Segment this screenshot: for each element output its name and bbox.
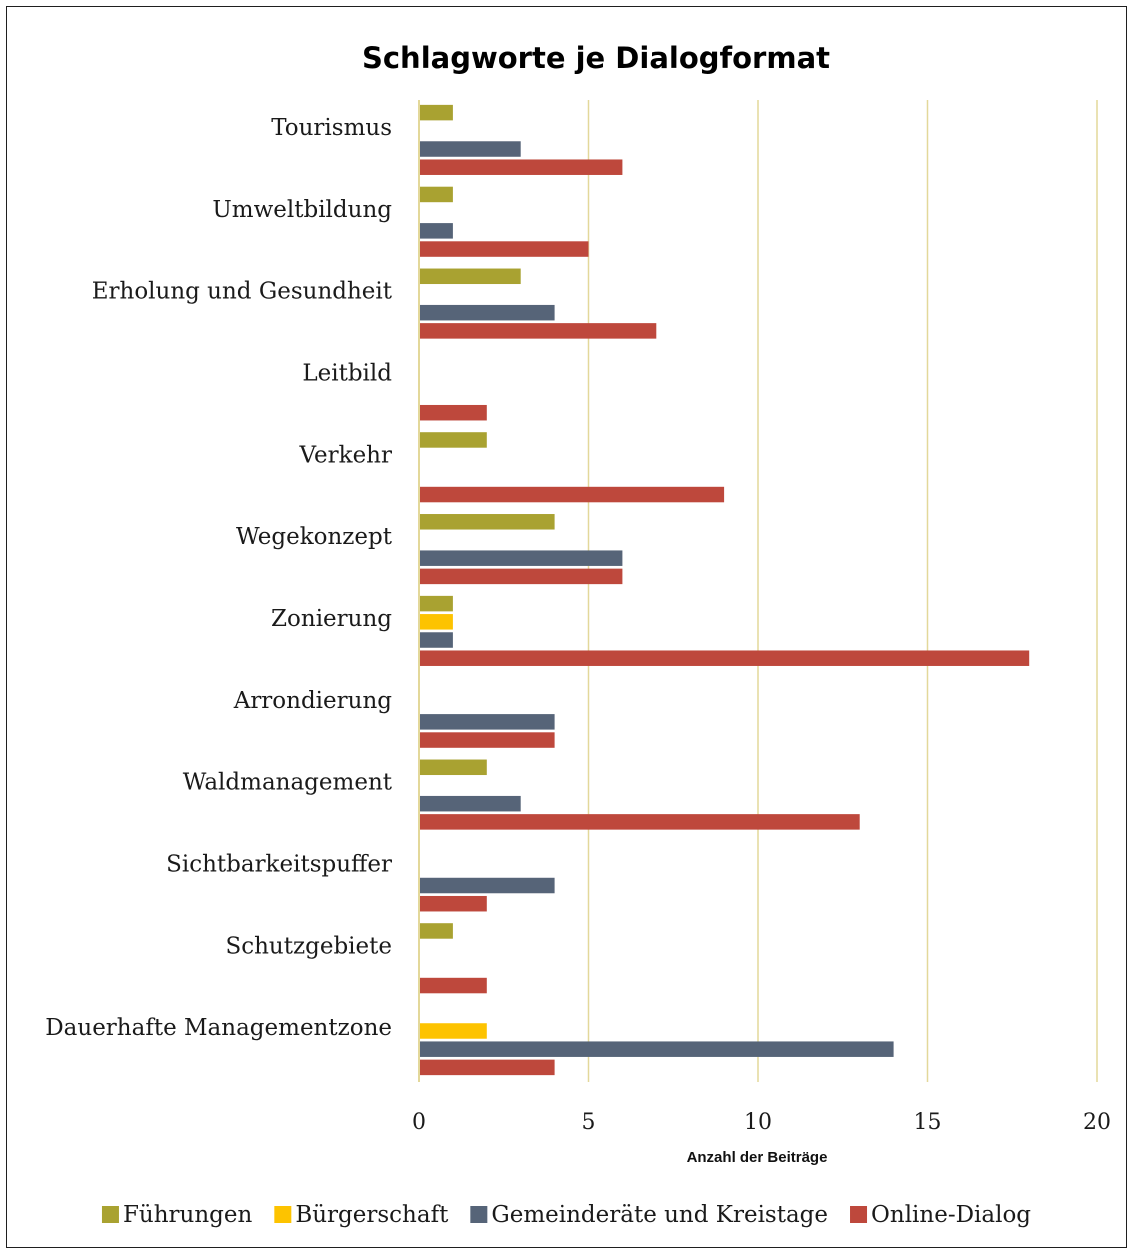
category-label: Arrondierung	[233, 688, 393, 714]
legend-label: Online-Dialog	[871, 1202, 1031, 1228]
category-label: Leitbild	[302, 360, 392, 386]
bar	[420, 404, 487, 421]
bar	[420, 568, 623, 585]
bar	[420, 795, 521, 812]
x-tick-label: 5	[582, 1110, 596, 1135]
bar	[420, 714, 555, 730]
bars	[420, 104, 1030, 1076]
bar	[420, 759, 487, 776]
x-tick-labels: 0 5 10 15 20	[412, 1110, 1111, 1135]
bar	[420, 632, 453, 648]
bar	[420, 650, 1030, 666]
gridlines	[587, 100, 1098, 1082]
bar	[420, 159, 623, 175]
legend-label: Bürgerschaft	[295, 1202, 449, 1228]
bar	[420, 895, 487, 912]
bar	[420, 241, 589, 257]
bar	[420, 268, 521, 285]
bar	[420, 223, 453, 239]
legend: Führungen Bürgerschaft Gemeinderäte und Kr…	[101, 1202, 1031, 1228]
bar	[420, 186, 453, 203]
bar	[420, 304, 555, 321]
bar	[420, 977, 487, 994]
category-label: Erholung und Gesundheit	[92, 279, 393, 305]
legend-label: Führungen	[123, 1202, 253, 1228]
legend-label: Gemeinderäte und Kreistage	[491, 1202, 828, 1228]
x-tick-label: 20	[1083, 1110, 1111, 1135]
bar	[420, 595, 453, 612]
category-label: Tourismus	[271, 115, 392, 141]
bar	[420, 1041, 894, 1057]
category-label: Waldmanagement	[183, 770, 393, 796]
bar	[420, 486, 725, 503]
category-label: Schutzgebiete	[225, 933, 392, 959]
bar	[420, 104, 453, 121]
category-label: Umweltbildung	[212, 197, 392, 223]
bar	[420, 323, 657, 339]
chart-frame	[6, 6, 1127, 1248]
chart-title: Schlagworte je Dialogformat	[362, 41, 830, 75]
category-labels: Tourismus Umweltbildung Erholung und Gesun…	[45, 115, 393, 1041]
bar	[420, 732, 555, 748]
category-label: Verkehr	[299, 442, 392, 468]
category-label: Zonierung	[271, 606, 392, 632]
bar	[420, 923, 453, 939]
x-tick-label: 15	[914, 1110, 942, 1135]
x-axis-label: Anzahl der Beiträge	[687, 1149, 828, 1166]
bar	[420, 877, 555, 894]
legend-swatch	[850, 1206, 868, 1223]
bar	[420, 514, 555, 530]
bar	[420, 141, 521, 157]
bar	[420, 432, 487, 448]
category-label: Wegekonzept	[236, 524, 393, 550]
legend-swatch	[470, 1206, 488, 1223]
category-label: Sichtbarkeitspuffer	[166, 851, 392, 877]
category-label: Dauerhafte Managementzone	[45, 1015, 392, 1041]
bar	[420, 1023, 487, 1039]
legend-swatch	[274, 1206, 292, 1223]
legend-swatch	[101, 1206, 119, 1223]
x-tick-label: 0	[412, 1110, 426, 1135]
bar	[420, 814, 860, 830]
bar	[420, 550, 623, 566]
bar	[420, 1059, 555, 1076]
bar	[420, 614, 453, 630]
x-tick-label: 10	[744, 1110, 772, 1135]
